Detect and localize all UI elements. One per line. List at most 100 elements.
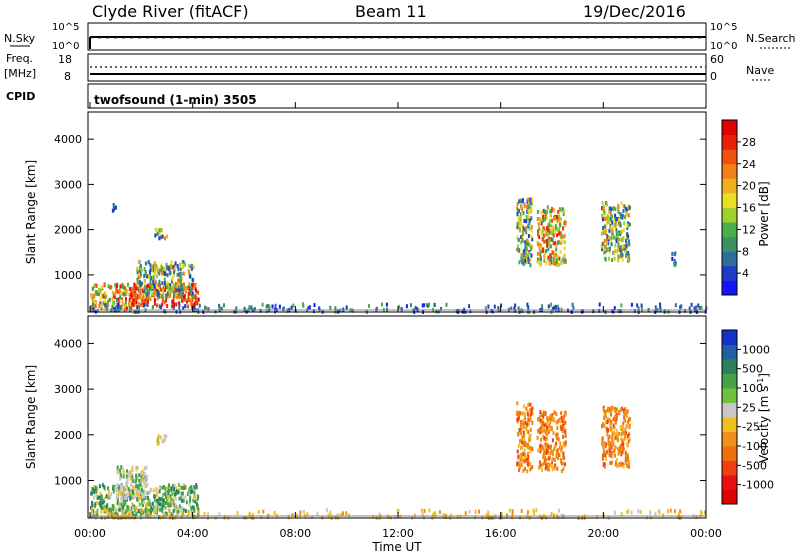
range-gate-cell [144,466,146,471]
range-gate-cell [161,298,164,303]
range-gate-cell [542,247,545,252]
range-gate-cell [131,515,134,520]
range-gate-cell [146,474,149,479]
range-gate-cell [115,486,118,491]
range-gate-cell [153,283,156,288]
range-gate-cell [180,491,183,496]
range-gate-cell [155,283,158,287]
range-gate-cell [537,260,540,265]
range-gate-cell [368,304,370,308]
range-gate-cell [93,294,96,299]
range-gate-cell [103,507,106,512]
range-gate-cell [308,305,311,310]
range-gate-cell [700,511,703,516]
range-gate-cell [625,211,628,216]
range-gate-cell [187,298,190,303]
range-gate-cell [610,236,613,240]
range-gate-cell [143,280,146,285]
range-gate-cell [189,496,192,500]
range-gate-cell [539,463,542,468]
range-gate-cell [604,256,607,261]
range-gate-cell [167,294,169,299]
range-gate-cell [618,237,621,242]
range-gate-cell [614,408,617,413]
range-gate-cell [619,309,622,314]
nave-label: Nave [746,64,774,77]
range-gate-cell [474,509,477,514]
range-gate-cell [539,410,542,415]
range-gate-cell [627,206,630,211]
range-gate-cell [523,440,526,444]
range-gate-cell [674,263,677,268]
range-gate-cell [551,464,553,468]
range-gate-cell [540,420,543,425]
range-gate-cell [122,470,125,475]
range-gate-cell [142,473,145,478]
range-gate-cell [623,410,626,415]
range-gate-cell [133,297,136,302]
range-gate-cell [603,217,606,221]
range-gate-cell [517,306,520,311]
range-gate-cell [181,491,184,496]
range-gate-cell [540,210,543,215]
range-gate-cell [118,492,121,497]
range-gate-cell [602,230,605,235]
range-gate-cell [154,286,157,291]
range-gate-cell [141,484,144,489]
colorbar-tick-label: -100 [742,440,767,453]
range-gate-cell [562,434,564,439]
range-gate-cell [98,484,101,489]
range-gate-cell [165,495,167,500]
range-gate-cell [654,511,657,516]
range-gate-cell [612,206,615,211]
range-gate-cell [440,306,442,311]
range-gate-cell [170,260,173,265]
range-gate-cell [151,268,154,273]
range-gate-cell [178,289,181,294]
range-gate-cell [180,283,183,288]
range-gate-cell [131,301,133,306]
range-gate-cell [527,430,530,435]
range-gate-cell [543,449,546,454]
range-gate-cell [141,288,144,293]
range-gate-cell [625,248,628,253]
range-gate-cell [628,425,631,430]
colorbar-tick-label: 16 [742,202,756,215]
range-gate-cell [626,442,629,447]
range-gate-cell [168,488,171,493]
range-gate-cell [109,513,112,517]
range-gate-cell [94,291,97,296]
range-gate-cell [618,431,621,436]
range-gate-cell [112,504,115,509]
range-gate-cell [548,239,551,244]
range-gate-cell [614,243,617,248]
range-gate-cell [560,415,563,420]
range-gate-cell [626,232,629,237]
range-gate-cell [98,304,101,308]
nsky-tick-top: 10^5 [52,22,79,33]
range-gate-cell [121,512,124,517]
range-gate-cell [149,263,152,268]
range-gate-cell [603,238,606,243]
range-gate-cell [538,235,541,240]
range-gate-cell [544,411,547,416]
range-gate-cell [538,246,541,251]
range-gate-cell [121,495,124,500]
range-gate-cell [140,508,143,513]
range-gate-cell [468,304,471,309]
range-gate-cell [601,436,604,441]
range-gate-cell [541,424,544,429]
range-gate-cell [516,211,519,216]
range-gate-cell [608,209,611,214]
range-gate-cell [131,467,134,472]
range-gate-cell [704,510,707,515]
range-gate-cell [91,296,94,301]
range-gate-cell [119,468,122,473]
range-gate-cell [602,405,605,410]
range-gate-cell [527,254,530,259]
range-gate-cell [626,251,629,256]
nsearch-tick-top: 10^5 [710,22,737,33]
range-gate-cell [144,284,147,289]
range-gate-cell [307,306,310,311]
velocity-colorbar-label: Velocity [m s-1] [756,373,771,463]
